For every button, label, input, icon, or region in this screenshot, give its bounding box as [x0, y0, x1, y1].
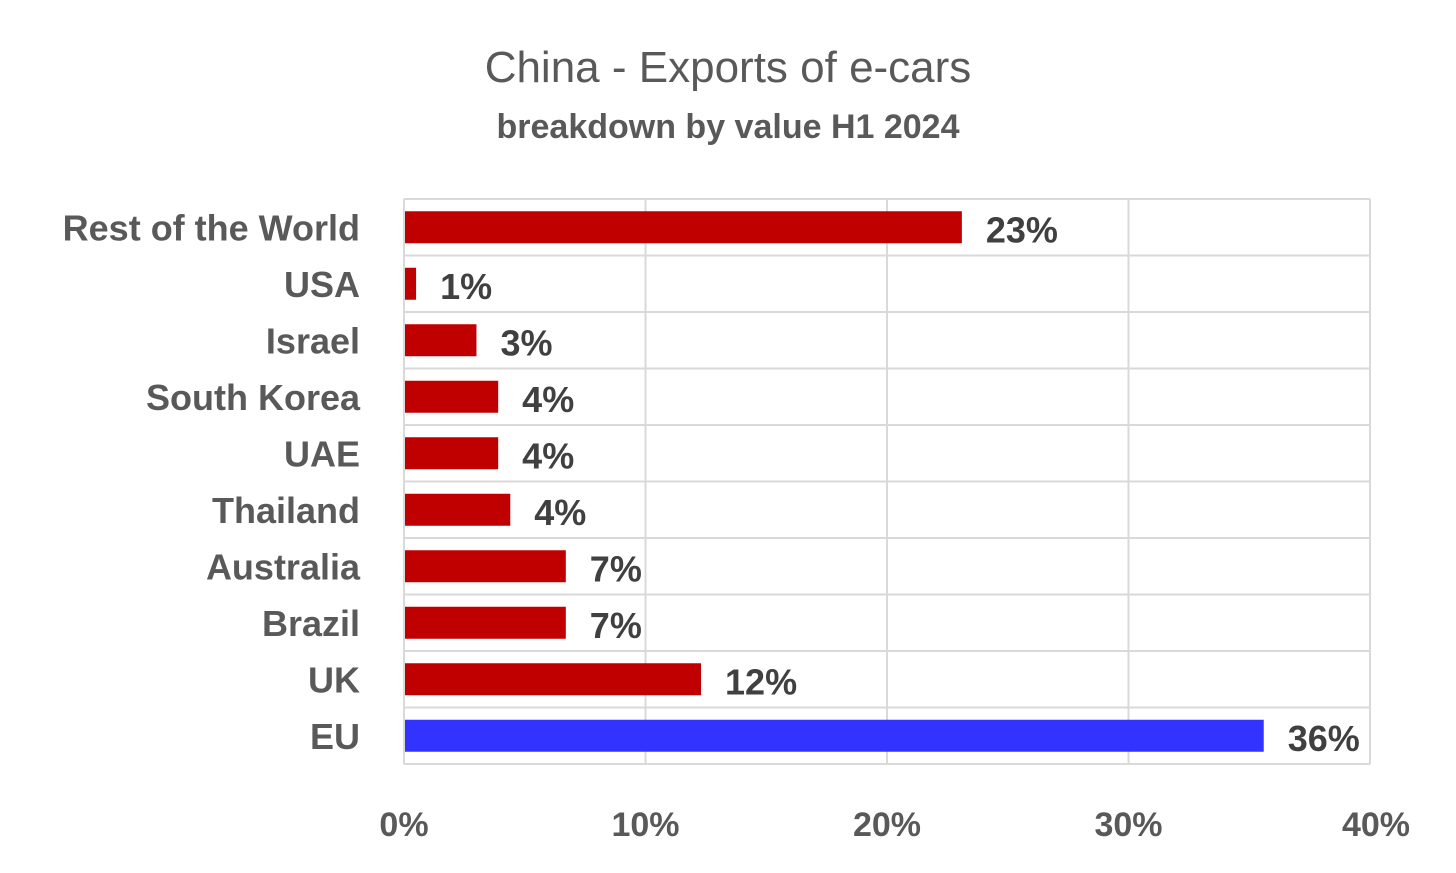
bars: [405, 211, 1264, 752]
bar-2: [405, 324, 477, 357]
category-label-1: USA: [284, 264, 360, 305]
bar-9: [405, 719, 1264, 752]
category-label-7: Brazil: [262, 603, 360, 644]
category-label-2: Israel: [266, 320, 360, 361]
chart-subtitle: breakdown by value H1 2024: [497, 108, 960, 146]
category-label-4: UAE: [284, 433, 360, 474]
value-label-3: 4%: [522, 379, 574, 420]
value-label-2: 3%: [500, 322, 552, 363]
category-label-0: Rest of the World: [63, 207, 360, 248]
category-label-9: EU: [310, 716, 360, 757]
value-label-1: 1%: [440, 266, 492, 307]
value-labels: 23%1%3%4%4%4%7%7%12%36%: [440, 209, 1360, 759]
bar-0: [405, 211, 962, 244]
bar-7: [405, 606, 566, 639]
x-tick-label-4: 40%: [1342, 806, 1410, 844]
bar-5: [405, 493, 511, 526]
bar-4: [405, 437, 499, 470]
value-label-7: 7%: [590, 605, 642, 646]
x-tick-label-3: 30%: [1094, 806, 1162, 844]
chart-title: China - Exports of e-cars: [485, 43, 972, 92]
x-tick-label-0: 0%: [379, 806, 428, 844]
x-tick-labels: 0% 10% 20% 30% 40%: [379, 806, 1410, 844]
gridlines: [403, 198, 1371, 765]
value-label-6: 7%: [590, 548, 642, 589]
bar-8: [405, 663, 702, 696]
value-label-8: 12%: [725, 661, 797, 702]
value-label-9: 36%: [1288, 718, 1360, 759]
value-label-4: 4%: [522, 435, 574, 476]
category-labels: Rest of the World USA Israel South Korea UAE…: [63, 207, 361, 757]
category-label-6: Australia: [206, 546, 361, 587]
x-tick-label-1: 10%: [611, 806, 679, 844]
x-tick-label-2: 20%: [853, 806, 921, 844]
category-label-3: South Korea: [146, 377, 361, 418]
value-label-0: 23%: [986, 209, 1058, 250]
bar-3: [405, 380, 499, 413]
value-label-5: 4%: [534, 492, 586, 533]
bar-1: [405, 267, 417, 300]
category-label-5: Thailand: [212, 490, 360, 531]
bar-6: [405, 550, 566, 583]
category-label-8: UK: [308, 659, 360, 700]
